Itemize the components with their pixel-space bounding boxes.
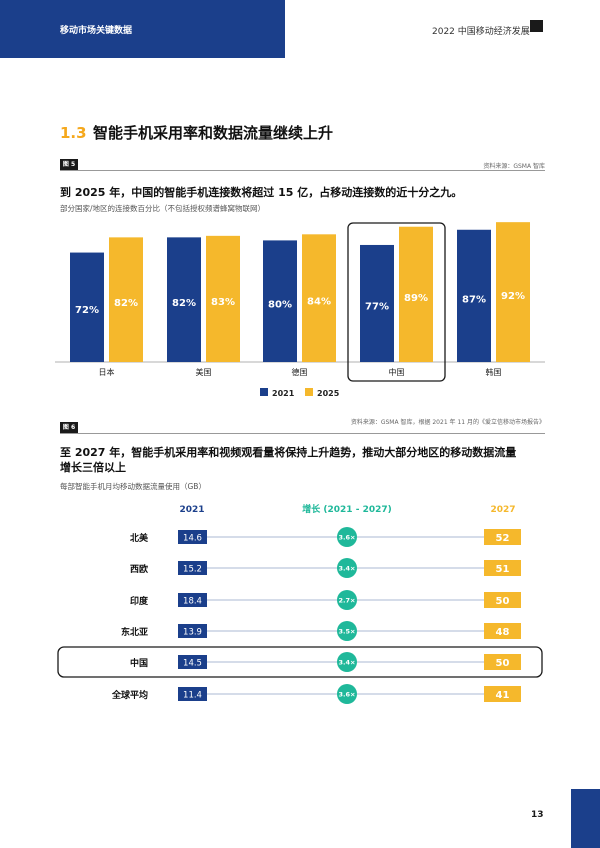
col-header-2021: 2021	[179, 505, 204, 515]
growth-circle-5	[337, 684, 357, 704]
value-2027-2: 50	[496, 596, 510, 607]
header-band	[0, 0, 285, 58]
value-2021-box-0	[178, 530, 207, 544]
bar-2025-0	[109, 237, 143, 362]
legend-swatch-2021	[260, 388, 268, 396]
bar-2025-2	[302, 234, 336, 362]
value-2021-1: 15.2	[183, 565, 202, 575]
bar-2021-1	[167, 237, 201, 362]
section-number: 1.3	[60, 124, 87, 142]
value-2027-box-3	[484, 623, 521, 639]
value-2027-4: 50	[496, 658, 510, 669]
value-2027-0: 52	[496, 533, 510, 544]
corner-bar	[571, 789, 600, 848]
figure6-heading-line1: 至 2027 年，智能手机采用率和视频观看量将保持上升趋势，推动大部分地区的移动…	[60, 446, 517, 459]
value-2021-4: 14.5	[183, 659, 202, 669]
value-2021-5: 11.4	[183, 691, 202, 701]
growth-circle-1	[337, 558, 357, 578]
bar-label-2021-4: 87%	[462, 294, 486, 305]
bar-label-2025-1: 83%	[211, 297, 235, 308]
growth-circle-3	[337, 621, 357, 641]
figure6-heading-line2: 增长三倍以上	[60, 461, 126, 474]
value-2027-box-1	[484, 560, 521, 576]
value-2027-box-4	[484, 654, 521, 670]
region-label-2: 印度	[130, 595, 149, 607]
bar-label-2021-1: 82%	[172, 298, 196, 309]
value-2021-box-2	[178, 593, 207, 607]
bar-2021-2	[263, 240, 297, 362]
col-header-growth: 增长 (2021 - 2027)	[302, 503, 391, 515]
growth-table-chart: 2021 增长 (2021 - 2027) 2027 北美 14.6 3.6× 52 西欧 15…	[57, 503, 543, 704]
region-label-3: 东北亚	[121, 626, 148, 638]
highlight-box-china	[347, 222, 446, 382]
bar-label-2025-3: 89%	[404, 293, 428, 304]
bar-2021-3	[360, 244, 394, 362]
bar-label-2025-4: 92%	[501, 291, 525, 302]
region-label-1: 西欧	[130, 563, 148, 575]
category-label-1: 美国	[196, 367, 212, 377]
figure5-heading: 到 2025 年，中国的智能手机连接数将超过 15 亿，占移动连接数的近十分之九…	[60, 186, 463, 199]
growth-value-5: 3.6×	[339, 691, 356, 699]
bar-label-2021-3: 77%	[365, 301, 389, 312]
category-label-4: 韩国	[486, 367, 502, 377]
figure6-rule	[60, 433, 545, 434]
growth-value-1: 3.4×	[339, 565, 356, 573]
value-2027-5: 41	[496, 690, 510, 701]
col-header-2027: 2027	[490, 505, 515, 515]
value-2021-box-4	[178, 655, 207, 669]
bar-2025-1	[206, 235, 240, 362]
bar-label-2025-0: 82%	[114, 298, 138, 309]
growth-circle-0	[337, 527, 357, 547]
growth-value-2: 2.7×	[339, 597, 356, 605]
figure6-subtitle: 每部智能手机月均移动数据流量使用（GB）	[60, 482, 206, 491]
highlight-row-china	[57, 646, 543, 678]
value-2021-box-1	[178, 561, 207, 575]
value-2027-box-2	[484, 592, 521, 608]
category-label-3: 中国	[389, 367, 405, 377]
growth-value-3: 3.5×	[339, 628, 356, 636]
value-2027-3: 48	[496, 627, 510, 638]
bar-2025-3	[399, 226, 433, 362]
figure6-tag: 图 6	[60, 422, 78, 433]
value-2021-2: 18.4	[183, 597, 202, 607]
region-label-0: 北美	[130, 532, 149, 544]
value-2021-box-5	[178, 687, 207, 701]
legend-swatch-2025	[305, 388, 313, 396]
category-label-2: 德国	[292, 367, 308, 377]
growth-circle-4	[337, 652, 357, 672]
value-2027-box-5	[484, 686, 521, 702]
value-2027-box-0	[484, 529, 521, 545]
value-2021-3: 13.9	[183, 628, 202, 638]
bar-chart: 72% 82% 日本 82% 83% 美国 80% 84% 德国 77% 89% 中国 87% 92% 韩国…	[55, 222, 545, 398]
gsma-logo-icon	[530, 20, 543, 32]
bar-2025-4	[496, 222, 530, 362]
figure5-subtitle: 部分国家/地区的连接数百分比（不包括授权频谱蜂窝物联网）	[60, 204, 266, 213]
growth-circle-2	[337, 590, 357, 610]
section-label: 移动市场关键数据	[60, 26, 133, 36]
figure5-source: 资料来源：GSMA 智库	[483, 163, 545, 170]
bar-label-2025-2: 84%	[307, 297, 331, 308]
bar-2021-4	[457, 229, 491, 362]
category-label-0: 日本	[99, 367, 115, 377]
legend-label-2021: 2021	[272, 389, 295, 398]
legend-label-2025: 2025	[317, 389, 340, 398]
bar-2021-0	[70, 252, 104, 362]
region-label-4: 中国	[130, 657, 148, 669]
figure5-tag: 图 5	[60, 159, 78, 170]
bar-label-2021-2: 80%	[268, 299, 292, 310]
value-2027-1: 51	[496, 564, 510, 575]
growth-value-4: 3.4×	[339, 659, 356, 667]
section-title: 智能手机采用率和数据流量继续上升	[93, 124, 334, 142]
page-number: 13	[531, 810, 544, 820]
bar-label-2021-0: 72%	[75, 305, 99, 316]
report-title: 2022 中国移动经济发展	[432, 27, 530, 37]
value-2021-box-3	[178, 624, 207, 638]
figure5-rule	[60, 170, 545, 171]
region-label-5: 全球平均	[111, 689, 148, 701]
value-2021-0: 14.6	[183, 534, 202, 544]
growth-value-0: 3.6×	[339, 534, 356, 542]
figure6-source: 资料来源：GSMA 智库，根据 2021 年 11 月的《爱立信移动市场报告》	[350, 419, 545, 426]
